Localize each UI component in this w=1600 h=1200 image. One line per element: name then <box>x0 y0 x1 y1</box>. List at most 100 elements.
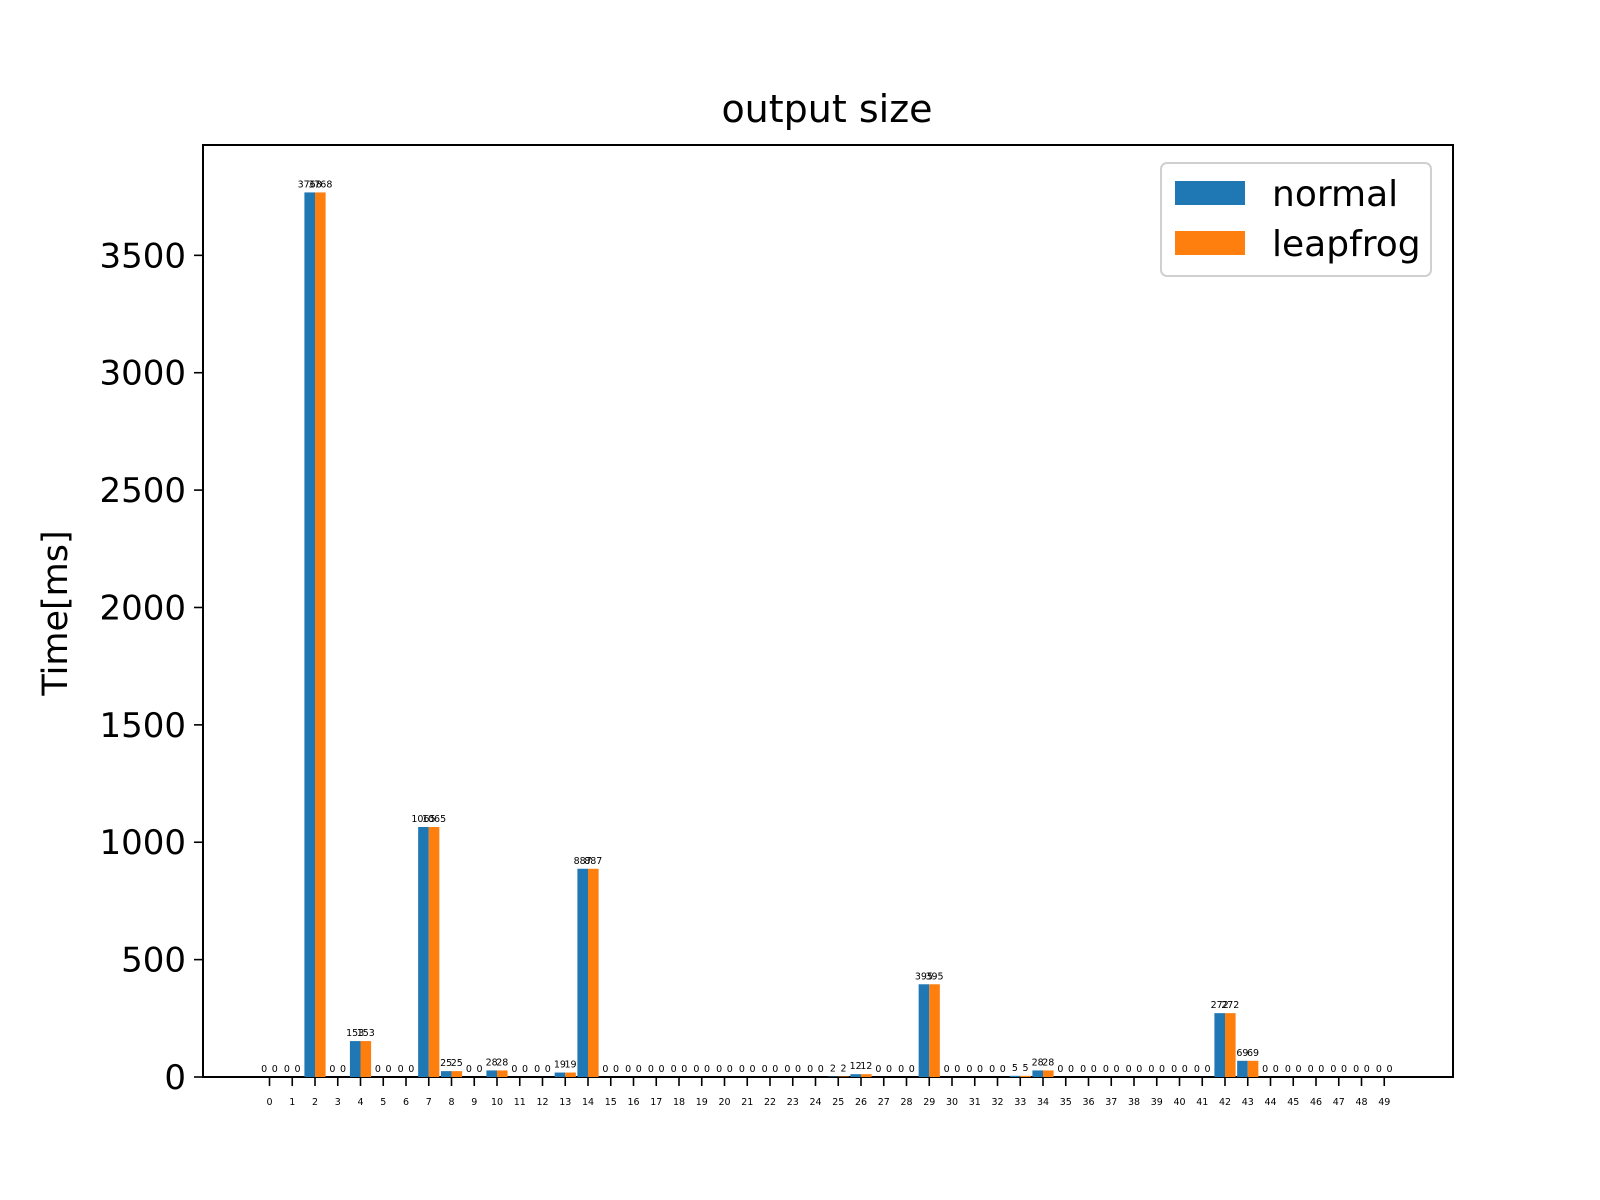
data-label: 0 <box>398 1064 404 1075</box>
legend-swatch-normal <box>1175 181 1245 205</box>
x-tick-label: 44 <box>1264 1097 1276 1108</box>
data-label: 0 <box>1171 1064 1177 1075</box>
x-tick-label: 2 <box>312 1097 318 1108</box>
data-label: 0 <box>261 1064 267 1075</box>
y-tick-label: 0 <box>164 1058 186 1098</box>
x-tick-label: 23 <box>787 1097 799 1108</box>
x-tick-label: 48 <box>1355 1097 1367 1108</box>
y-tick-label: 3000 <box>99 354 186 394</box>
legend-label-normal: normal <box>1272 174 1398 215</box>
data-label: 28 <box>486 1057 498 1068</box>
x-tick-label: 8 <box>448 1097 454 1108</box>
y-tick-label: 1000 <box>99 823 186 863</box>
data-label: 0 <box>681 1064 687 1075</box>
data-label: 887 <box>574 856 592 867</box>
data-label: 0 <box>772 1064 778 1075</box>
data-label: 0 <box>602 1064 608 1075</box>
x-tick-label: 40 <box>1173 1097 1185 1108</box>
data-label: 0 <box>886 1064 892 1075</box>
data-label: 0 <box>989 1064 995 1075</box>
bar-normal <box>486 1070 497 1077</box>
x-tick-label: 37 <box>1105 1097 1117 1108</box>
data-label: 0 <box>295 1064 301 1075</box>
x-tick-label: 29 <box>923 1097 935 1108</box>
data-label: 0 <box>762 1064 768 1075</box>
data-label: 0 <box>340 1064 346 1075</box>
data-label: 0 <box>534 1064 540 1075</box>
data-label: 0 <box>613 1064 619 1075</box>
x-tick-label: 33 <box>1014 1097 1026 1108</box>
bar-normal <box>1237 1060 1248 1077</box>
x-tick-label: 26 <box>855 1097 867 1108</box>
data-label: 153 <box>346 1028 364 1039</box>
data-label: 0 <box>272 1064 278 1075</box>
x-tick-label: 10 <box>491 1097 503 1108</box>
data-label: 0 <box>1103 1064 1109 1075</box>
data-label: 19 <box>565 1060 577 1071</box>
data-label: 0 <box>966 1064 972 1075</box>
x-tick-label: 31 <box>969 1097 981 1108</box>
data-label: 12 <box>860 1061 872 1072</box>
data-label: 28 <box>1032 1057 1044 1068</box>
y-axis-label: Time[ms] <box>36 530 76 696</box>
x-tick-label: 20 <box>718 1097 730 1108</box>
data-label: 12 <box>850 1061 862 1072</box>
bar-leapfrog <box>1247 1060 1259 1077</box>
data-label: 0 <box>807 1064 813 1075</box>
data-label: 0 <box>954 1064 960 1075</box>
data-label: 0 <box>1000 1064 1006 1075</box>
data-label: 0 <box>1341 1064 1347 1075</box>
data-label: 0 <box>1068 1064 1074 1075</box>
chart-title: output size <box>721 87 932 131</box>
x-tick-label: 22 <box>764 1097 776 1108</box>
data-label: 0 <box>671 1064 677 1075</box>
data-label: 0 <box>659 1064 665 1075</box>
data-label: 395 <box>915 971 933 982</box>
data-label: 0 <box>1182 1064 1188 1075</box>
bar-normal <box>577 868 588 1077</box>
data-label: 28 <box>1042 1057 1054 1068</box>
legend-swatch-leapfrog <box>1175 231 1245 255</box>
bar-normal <box>850 1074 861 1077</box>
data-label: 0 <box>625 1064 631 1075</box>
y-tick-label: 2500 <box>99 471 186 511</box>
data-label: 69 <box>1247 1048 1259 1059</box>
data-label: 0 <box>511 1064 517 1075</box>
data-label: 28 <box>496 1057 508 1068</box>
bar-normal <box>349 1041 361 1077</box>
x-tick-label: 32 <box>991 1097 1003 1108</box>
bar-leapfrog <box>1225 1013 1236 1077</box>
x-tick-label: 4 <box>357 1097 363 1108</box>
x-tick-label: 3 <box>335 1097 341 1108</box>
data-label: 0 <box>1285 1064 1291 1075</box>
data-label: 0 <box>716 1064 722 1075</box>
data-label: 2 <box>841 1064 847 1075</box>
x-tick-label: 38 <box>1128 1097 1140 1108</box>
data-label: 0 <box>944 1064 950 1075</box>
bar-leapfrog <box>1020 1075 1031 1077</box>
y-tick-label: 1500 <box>99 706 186 746</box>
bar-normal <box>918 984 930 1077</box>
bar-normal <box>418 826 429 1077</box>
bar-leapfrog <box>565 1072 576 1077</box>
bar-normal <box>1032 1070 1043 1077</box>
data-label: 0 <box>1387 1064 1393 1075</box>
data-label: 0 <box>1126 1064 1132 1075</box>
x-tick-label: 1 <box>289 1097 295 1108</box>
data-label: 0 <box>739 1064 745 1075</box>
x-tick-label: 15 <box>605 1097 617 1108</box>
data-label: 0 <box>795 1064 801 1075</box>
bar-leapfrog <box>861 1074 872 1077</box>
data-label: 0 <box>1318 1064 1324 1075</box>
x-tick-label: 14 <box>582 1097 594 1108</box>
data-label: 0 <box>636 1064 642 1075</box>
data-label: 0 <box>1205 1064 1211 1075</box>
bar-normal <box>554 1072 566 1077</box>
bar-leapfrog <box>497 1070 508 1077</box>
x-tick-label: 25 <box>832 1097 844 1108</box>
data-label: 0 <box>727 1064 733 1075</box>
data-label: 0 <box>1114 1064 1120 1075</box>
data-label: 0 <box>1148 1064 1154 1075</box>
data-label: 0 <box>784 1064 790 1075</box>
data-label: 0 <box>522 1064 528 1075</box>
